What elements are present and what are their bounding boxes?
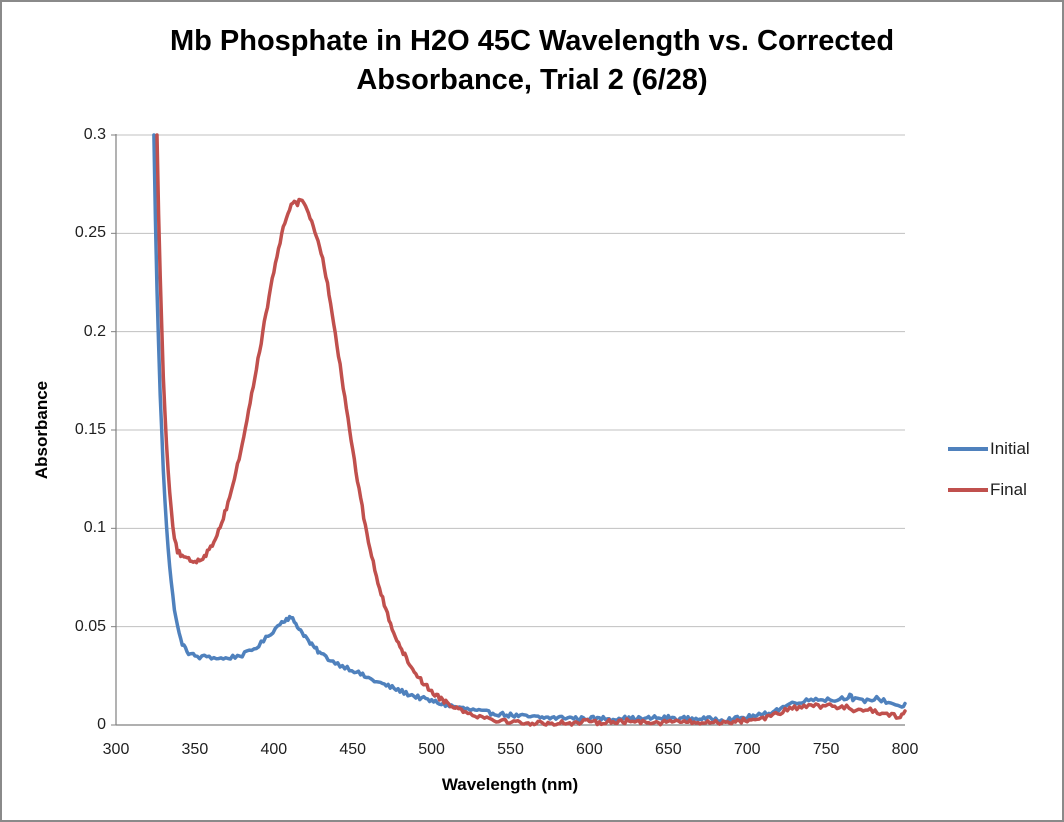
x-axis-title: Wavelength (nm) bbox=[441, 775, 579, 794]
y-tick-label-0: 0 bbox=[97, 716, 106, 733]
legend-label: Final bbox=[990, 480, 1027, 499]
legend-swatch-initial bbox=[948, 447, 988, 451]
x-tick-label-650: 650 bbox=[654, 741, 682, 758]
series-line-final[interactable] bbox=[155, 133, 907, 727]
chart-title-line-1: Mb Phosphate in H2O 45C Wavelength vs. C… bbox=[169, 25, 895, 57]
y-tick-label-0.3: 0.3 bbox=[83, 126, 106, 143]
x-tick-label-550: 550 bbox=[497, 741, 524, 758]
y-tick-label-0.25: 0.25 bbox=[74, 224, 106, 242]
x-tick-label-600: 600 bbox=[576, 741, 603, 758]
y-tick-label-0.05: 0.05 bbox=[74, 617, 106, 635]
legend: Initial Final bbox=[948, 438, 1030, 520]
gridlines bbox=[116, 134, 905, 628]
legend-item-final[interactable]: Final bbox=[948, 479, 1030, 501]
x-tick-label-750: 750 bbox=[812, 741, 840, 758]
y-axis-title: Absorbance bbox=[32, 380, 51, 480]
legend-swatch-final bbox=[948, 488, 988, 492]
y-tick-label-0.15: 0.15 bbox=[74, 421, 106, 438]
legend-item-initial[interactable]: Initial bbox=[948, 438, 1030, 460]
x-tick-label-800: 800 bbox=[891, 741, 919, 758]
axes bbox=[111, 134, 905, 726]
x-tick-label-500: 500 bbox=[418, 741, 445, 758]
x-tick-label-700: 700 bbox=[733, 741, 761, 758]
y-tick-label-0.2: 0.2 bbox=[83, 322, 106, 340]
chart-title: Mb Phosphate in H2O 45C Wavelength vs. C… bbox=[2, 22, 1062, 100]
x-tick-label-450: 450 bbox=[339, 741, 367, 758]
series-line-initial[interactable] bbox=[152, 133, 907, 724]
x-tick-label-300: 300 bbox=[102, 741, 130, 758]
legend-label: Initial bbox=[990, 439, 1030, 458]
y-tick-label-0.1: 0.1 bbox=[83, 519, 106, 537]
x-tick-label-350: 350 bbox=[181, 741, 209, 758]
chart-title-line-2: Absorbance, Trial 2 (6/28) bbox=[356, 64, 708, 96]
x-tick-label-400: 400 bbox=[260, 741, 288, 758]
